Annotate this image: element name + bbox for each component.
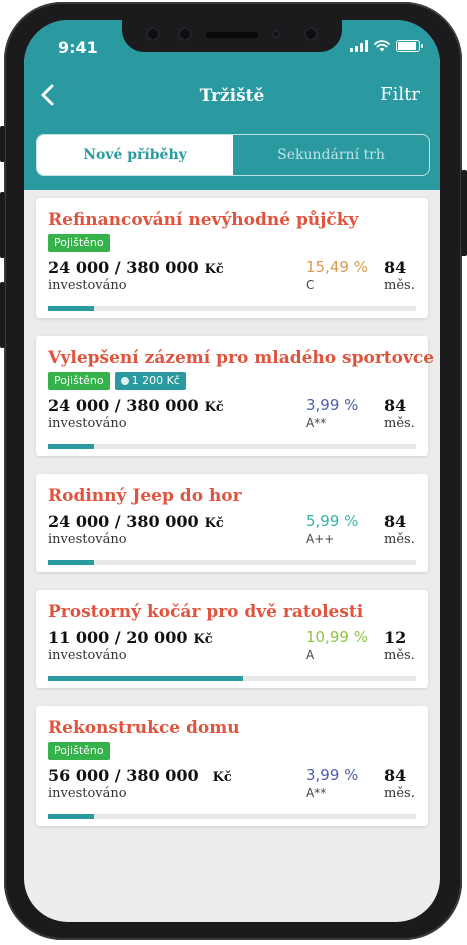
status-time: 9:41	[58, 38, 98, 57]
back-arrow-icon[interactable]	[36, 82, 62, 108]
invested-label: investováno	[48, 416, 127, 431]
term-value: 84	[384, 512, 407, 531]
interest-rate: 3,99 %	[306, 766, 359, 784]
term-unit: měs.	[384, 786, 415, 801]
currency: Kč	[204, 400, 224, 415]
status-icons	[350, 40, 423, 52]
page-title: Tržiště	[199, 86, 265, 106]
side-button-right	[461, 170, 467, 256]
funding-progress-bar	[48, 560, 416, 565]
funding-progress-bar	[48, 444, 416, 449]
interest-rate: 10,99 %	[306, 628, 368, 646]
loan-title: Vylepšení zázemí pro mladého sportovce	[48, 348, 435, 368]
screen: 9:41 Tržiště Filtr Nové příběhy	[24, 20, 440, 922]
loan-title: Rekonstrukce domu	[48, 718, 240, 738]
amount: 24 000 / 380 000 Kč	[48, 258, 224, 277]
loan-title: Refinancování nevýhodné půjčky	[48, 210, 359, 230]
bonus-badge: 1 200 Kč	[114, 372, 186, 390]
loan-title: Rodinný Jeep do hor	[48, 486, 242, 506]
amount: 24 000 / 380 000 Kč	[48, 512, 224, 531]
bonus-amount: 1 200 Kč	[131, 374, 180, 387]
funding-progress-bar	[48, 814, 416, 819]
loan-card[interactable]: Prostorný kočár pro dvě ratolesti 11 000…	[36, 590, 428, 688]
tab-new-stories[interactable]: Nové příběhy	[37, 135, 233, 175]
loan-title: Prostorný kočár pro dvě ratolesti	[48, 602, 364, 622]
loan-card[interactable]: Rodinný Jeep do hor 24 000 / 380 000 Kč i…	[36, 474, 428, 572]
invested-label: investováno	[48, 278, 127, 293]
invested-label: investováno	[48, 532, 127, 547]
progress-fill	[48, 676, 244, 681]
notch	[122, 20, 342, 52]
term-value: 84	[384, 396, 407, 415]
rating-grade: A**	[306, 786, 327, 800]
tab-secondary-market[interactable]: Sekundární trh	[277, 147, 385, 163]
rating-grade: C	[306, 278, 315, 292]
badge-group: Pojištěno 1 200 Kč	[48, 372, 416, 390]
side-button-left-1	[0, 126, 5, 162]
insured-badge: Pojištěno	[48, 372, 110, 390]
term-value: 84	[384, 766, 407, 785]
currency: Kč	[204, 516, 224, 531]
filter-button[interactable]: Filtr	[380, 84, 420, 105]
insured-badge: Pojištěno	[48, 234, 110, 252]
amount: 56 000 / 380 000 Kč	[48, 766, 232, 785]
term-unit: měs.	[384, 278, 415, 293]
speaker-grille	[206, 32, 258, 38]
segment-control: Nové příběhy Sekundární trh	[36, 134, 430, 176]
side-button-left-3	[0, 282, 5, 348]
signal-icon	[350, 40, 368, 52]
progress-fill	[48, 306, 94, 311]
progress-fill	[48, 444, 94, 449]
term-unit: měs.	[384, 648, 415, 663]
interest-rate: 3,99 %	[306, 396, 359, 414]
loan-card[interactable]: Refinancování nevýhodné půjčky Pojištěno…	[36, 198, 428, 318]
invested-label: investováno	[48, 786, 127, 801]
amount: 24 000 / 380 000 Kč	[48, 396, 224, 415]
front-camera-icon	[304, 27, 318, 41]
insured-badge: Pojištěno	[48, 742, 110, 760]
funding-progress-bar	[48, 676, 416, 681]
progress-fill	[48, 814, 94, 819]
term-unit: měs.	[384, 532, 415, 547]
term-unit: měs.	[384, 416, 415, 431]
invested-label: investováno	[48, 648, 127, 663]
currency: Kč	[204, 262, 224, 277]
coin-icon	[120, 377, 129, 385]
rating-grade: A**	[306, 416, 327, 430]
wifi-icon	[374, 40, 390, 52]
loan-card[interactable]: Vylepšení zázemí pro mladého sportovce P…	[36, 336, 435, 456]
progress-fill	[48, 560, 94, 565]
funding-progress-bar	[48, 306, 416, 311]
camera-icon	[146, 27, 160, 41]
loan-card[interactable]: Rekonstrukce domu Pojištěno 56 000 / 380…	[36, 706, 428, 826]
sensor-icon	[272, 30, 280, 38]
currency: Kč	[193, 632, 213, 647]
interest-rate: 15,49 %	[306, 258, 368, 276]
amount-value: 24 000 / 380 000	[48, 258, 199, 277]
app-header: 9:41 Tržiště Filtr Nové příběhy	[24, 20, 440, 190]
side-button-left-2	[0, 192, 5, 258]
battery-icon	[396, 40, 423, 52]
rating-grade: A	[306, 648, 315, 662]
rating-grade: A++	[306, 532, 335, 546]
amount-value: 56 000 / 380 000	[48, 766, 199, 785]
badge-group: Pojištěno	[48, 742, 416, 760]
amount-value: 11 000 / 20 000	[48, 628, 188, 647]
amount-value: 24 000 / 380 000	[48, 512, 199, 531]
term-value: 12	[384, 628, 407, 647]
loan-list: Refinancování nevýhodné půjčky Pojištěno…	[36, 198, 435, 844]
camera-icon	[178, 27, 192, 41]
amount-value: 24 000 / 380 000	[48, 396, 199, 415]
interest-rate: 5,99 %	[306, 512, 359, 530]
amount: 11 000 / 20 000 Kč	[48, 628, 213, 647]
term-value: 84	[384, 258, 407, 277]
currency: Kč	[212, 770, 232, 785]
badge-group: Pojištěno	[48, 234, 416, 252]
